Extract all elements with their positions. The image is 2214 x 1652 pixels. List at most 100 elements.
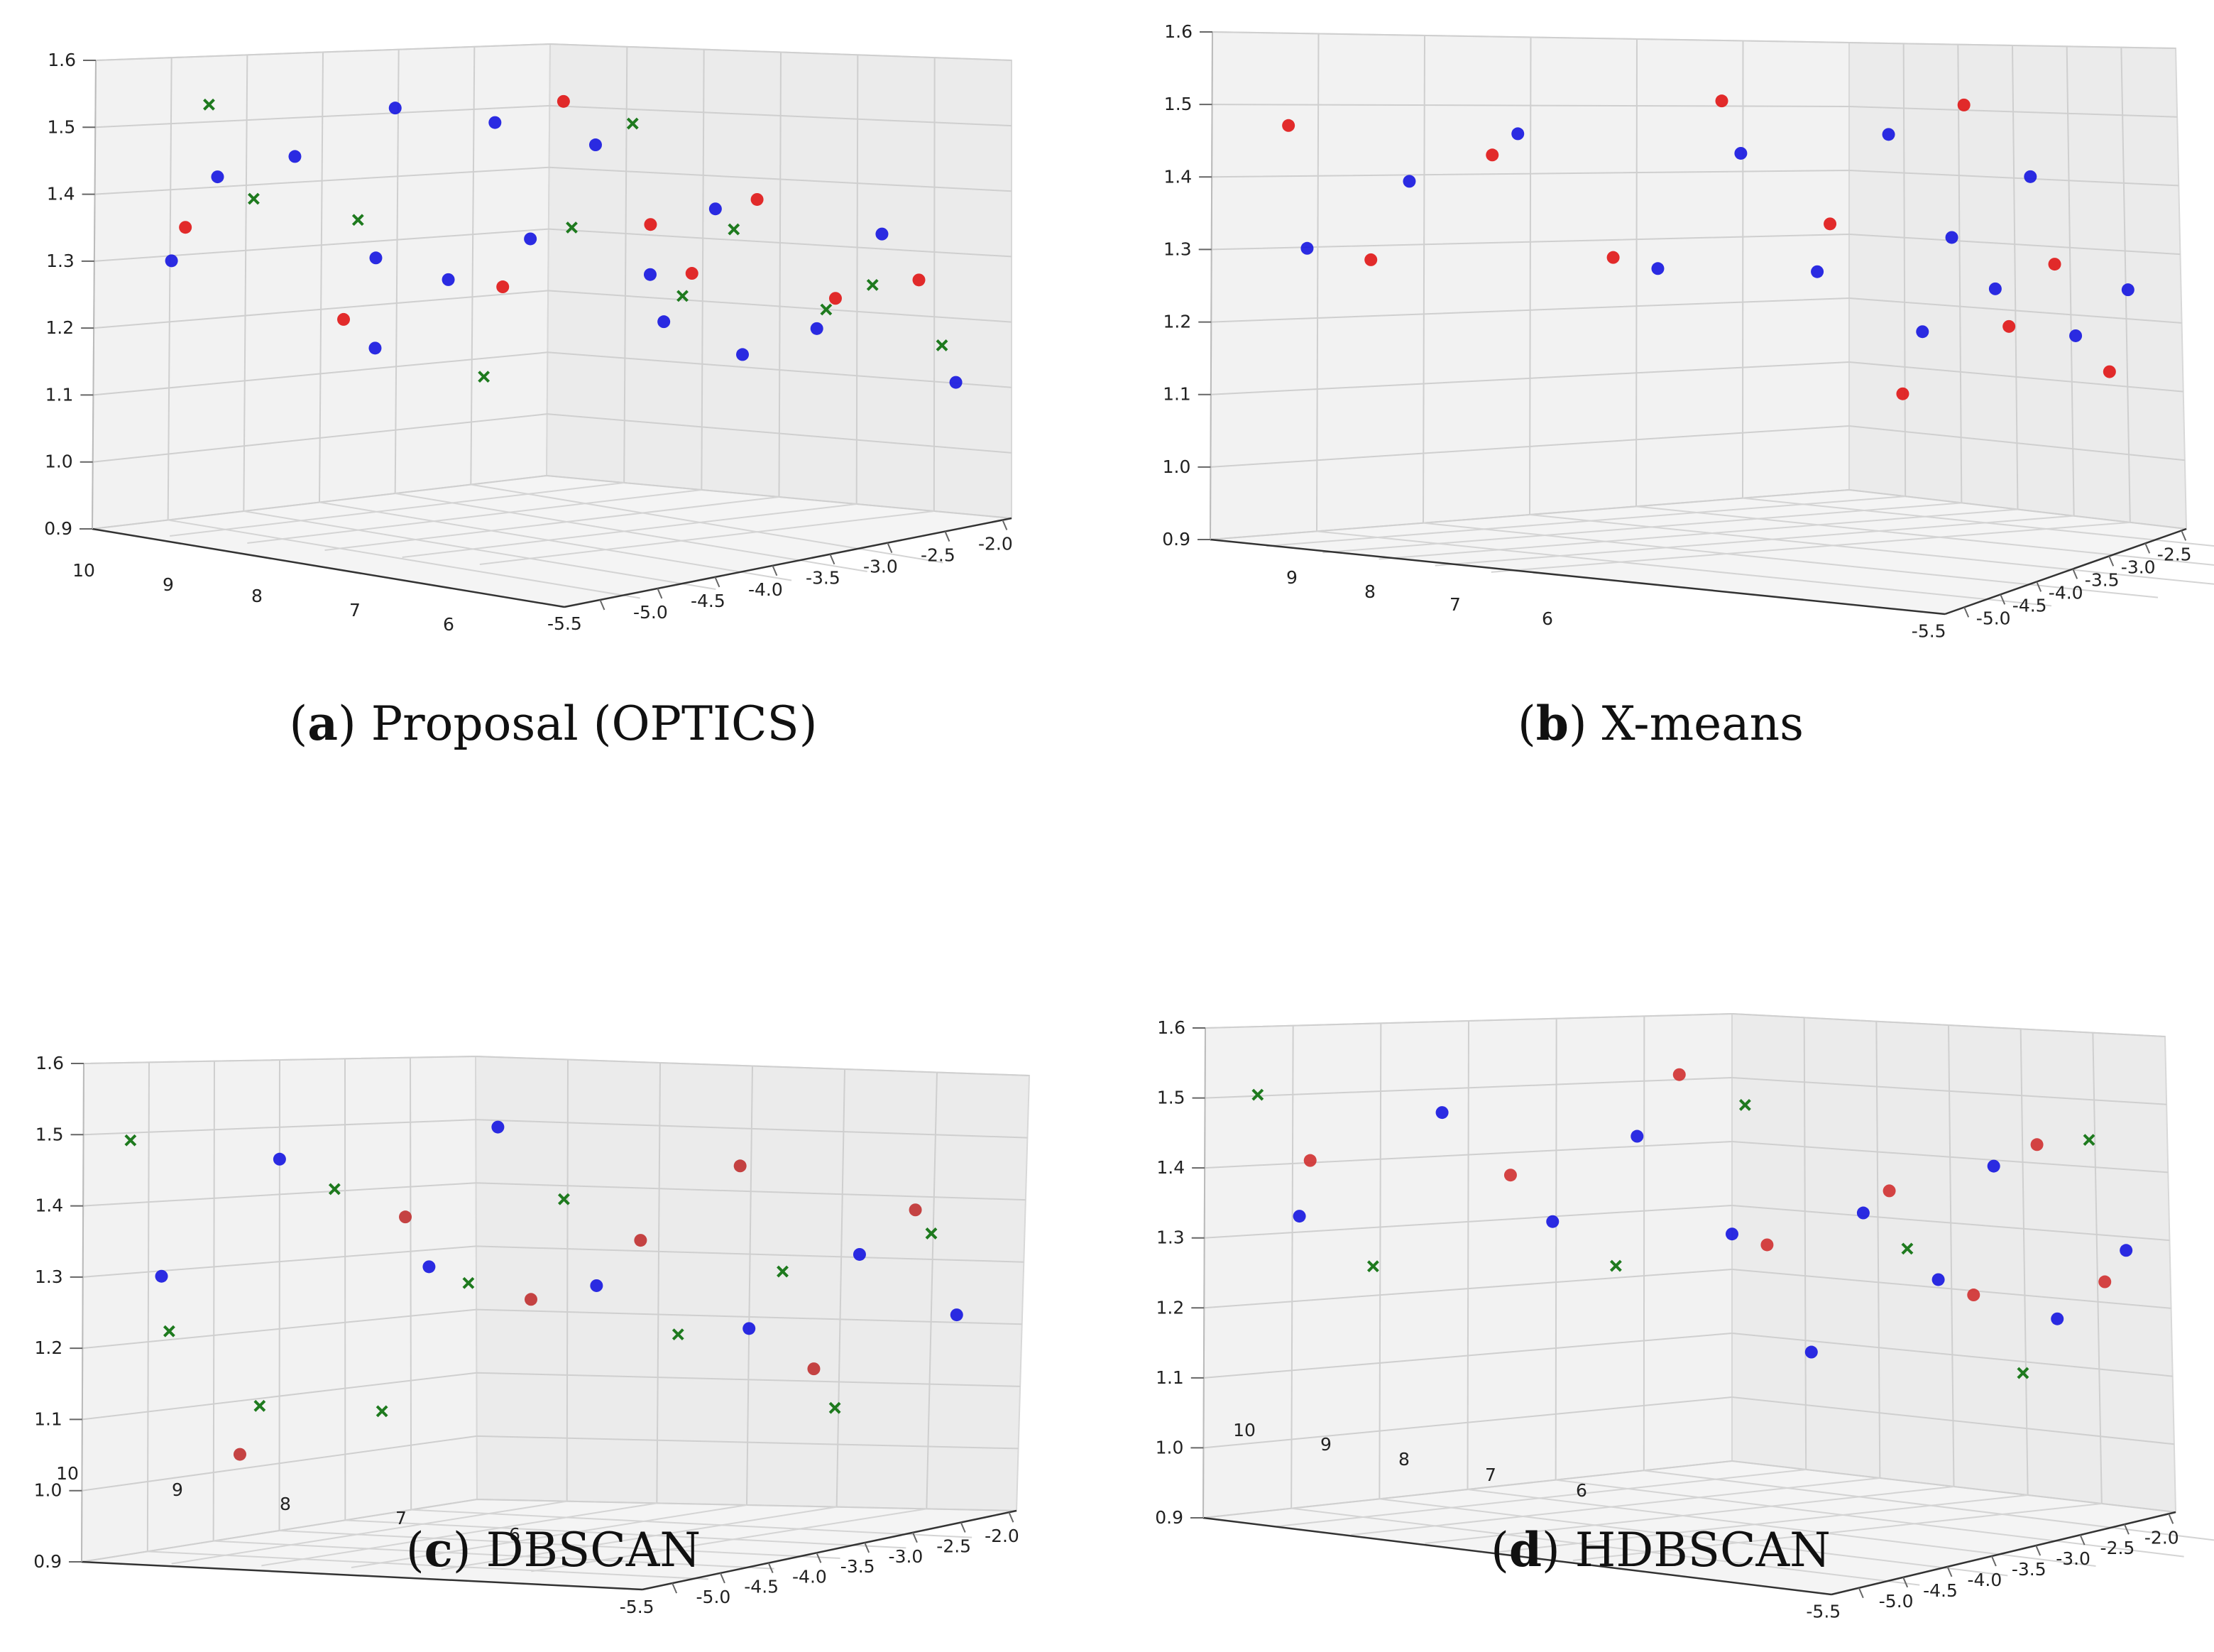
- data-point-blue: [1631, 1129, 1644, 1143]
- data-point-green-x: [2017, 1367, 2029, 1379]
- x-marker-stroke: [163, 1325, 175, 1338]
- data-point-red: [2002, 319, 2016, 333]
- x-tick-label: -3.0: [863, 557, 898, 577]
- floor-gridline: [1425, 1486, 1954, 1544]
- data-point-blue: [165, 254, 178, 268]
- x-marker-stroke: [626, 117, 639, 130]
- data-point-green-x: [777, 1265, 789, 1278]
- data-point-red: [1282, 119, 1295, 132]
- data-point-blue: [442, 273, 455, 286]
- x-tick-mark: [2108, 556, 2115, 567]
- y-tick-label: 1.4: [1163, 166, 1192, 187]
- x-tick-label: -3.5: [840, 1556, 875, 1577]
- depth-tick-label: 7: [395, 1508, 407, 1528]
- data-point-red: [1896, 387, 1909, 400]
- floor-gridline: [1379, 508, 2018, 560]
- gridline-vertical: [410, 1057, 412, 1510]
- x-tick-mark: [1008, 1511, 1014, 1523]
- data-point-blue: [1945, 231, 1958, 244]
- x-tick-label: -4.5: [691, 591, 725, 611]
- data-point-green-x: [203, 98, 215, 111]
- y-tick-label: 1.2: [45, 317, 74, 338]
- y-tick-label: 1.6: [48, 50, 76, 70]
- caption-title: Proposal (OPTICS): [371, 696, 818, 751]
- x-tick-mark: [2124, 1524, 2130, 1535]
- data-point-red: [2103, 365, 2116, 378]
- x-tick-mark: [2181, 530, 2187, 541]
- data-point-green-x: [253, 1399, 266, 1412]
- gridline-vertical: [623, 46, 628, 483]
- data-point-blue: [657, 315, 671, 329]
- data-point-red: [685, 267, 698, 280]
- x-tick-mark: [829, 554, 835, 565]
- y-tick-label: 1.6: [1157, 1017, 1185, 1038]
- data-point-red: [1883, 1184, 1896, 1198]
- data-point-blue: [1651, 262, 1665, 275]
- x-marker-stroke: [2083, 1134, 2095, 1147]
- data-point-red: [2030, 1138, 2044, 1152]
- floor-gridline: [1322, 502, 1962, 554]
- y-tick-label: 0.9: [33, 1551, 62, 1572]
- floor-gridline: [1435, 515, 2074, 567]
- y-tick-label: 1.1: [34, 1408, 62, 1429]
- figure-panel-c: 0.9 1.0 1.1 1.2 1.3 1.4 1.5 1.6 10 9 8 7 6 -5.5 -5.0 -4…: [0, 826, 1107, 1652]
- x-axis-line: [1944, 527, 2187, 616]
- floor-gridline: [1635, 505, 2214, 566]
- data-point-red: [557, 94, 570, 108]
- data-point-red: [1486, 148, 1499, 162]
- x-tick-label: -3.5: [2085, 569, 2120, 590]
- data-point-blue: [950, 1308, 963, 1322]
- x-tick-mark: [1963, 607, 1970, 618]
- data-point-red: [1957, 98, 1971, 111]
- gridline-vertical: [243, 55, 248, 512]
- gridline-vertical: [2092, 1032, 2103, 1504]
- data-point-blue: [643, 268, 657, 281]
- data-point-red: [909, 1203, 922, 1217]
- x-tick-mark: [1858, 1587, 1864, 1599]
- floor-gridline: [1643, 1470, 2214, 1541]
- data-point-red: [1967, 1289, 1980, 1302]
- gridline-vertical: [2012, 45, 2019, 510]
- x-tick-label: -4.0: [792, 1566, 827, 1587]
- x-tick-mark: [772, 565, 778, 576]
- gridline-vertical: [146, 1062, 150, 1552]
- x-tick-label: -3.0: [2121, 557, 2156, 577]
- x-marker-stroke: [828, 1401, 841, 1414]
- data-point-green-x: [1738, 1099, 1751, 1111]
- x-tick-mark: [887, 542, 893, 554]
- floor-gridline: [1498, 1494, 2028, 1553]
- y-tick-label: 1.2: [35, 1338, 63, 1358]
- data-point-red: [496, 280, 510, 294]
- scatter3d-plot-d: 0.9 1.0 1.1 1.2 1.3 1.4 1.5 1.6 10 9 8 7 6 -5.5 -5.0 -4…: [1155, 1012, 2214, 1622]
- x-tick-label: -2.5: [2100, 1538, 2135, 1558]
- floor-gridline: [531, 1508, 927, 1572]
- x-marker-stroke: [328, 1183, 341, 1196]
- x-tick-mark: [2168, 1513, 2174, 1524]
- data-point-blue: [949, 376, 963, 389]
- floor-gridline: [243, 510, 716, 590]
- x-tick-mark: [1902, 1577, 1909, 1588]
- gridline-vertical: [656, 1062, 661, 1504]
- gridline-vertical: [1643, 1016, 1645, 1471]
- data-point-blue: [388, 102, 402, 115]
- data-point-green-x: [351, 214, 364, 226]
- data-point-green-x: [462, 1276, 475, 1289]
- data-point-green-x: [124, 1134, 137, 1147]
- data-point-red: [1760, 1238, 1774, 1252]
- x-tick-mark: [1990, 1555, 1997, 1567]
- data-point-blue: [2121, 283, 2134, 297]
- data-point-blue: [810, 322, 823, 335]
- depth-tick-label: 7: [1485, 1465, 1496, 1485]
- gridline-vertical: [701, 49, 705, 491]
- data-point-blue: [1734, 146, 1748, 160]
- data-point-green-x: [1609, 1259, 1622, 1272]
- y-tick-label: 1.4: [35, 1196, 63, 1216]
- x-tick-mark: [714, 576, 720, 588]
- x-marker-stroke: [558, 1193, 570, 1205]
- x-marker-stroke: [925, 1227, 938, 1240]
- x-tick-mark: [2035, 1545, 2042, 1556]
- data-point-blue: [2069, 329, 2083, 342]
- z-axis-line: [81, 1063, 84, 1563]
- x-marker-stroke: [1609, 1259, 1622, 1272]
- y-tick-label: 1.4: [1156, 1157, 1185, 1178]
